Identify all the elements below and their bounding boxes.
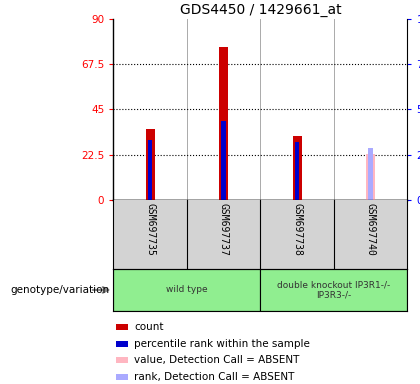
Text: GSM697738: GSM697738: [292, 203, 302, 256]
Text: GSM697737: GSM697737: [219, 203, 228, 256]
Text: wild type: wild type: [166, 285, 208, 295]
Text: count: count: [134, 322, 163, 332]
Bar: [146, 129, 155, 200]
Bar: [116, 324, 128, 330]
Bar: [219, 47, 228, 200]
Bar: [116, 374, 128, 380]
Bar: [116, 341, 128, 347]
Text: GSM697740: GSM697740: [366, 203, 375, 256]
Text: GSM697735: GSM697735: [145, 203, 155, 256]
Text: genotype/variation: genotype/variation: [10, 285, 109, 295]
Bar: [368, 147, 373, 200]
Bar: [366, 154, 375, 200]
Text: rank, Detection Call = ABSENT: rank, Detection Call = ABSENT: [134, 372, 294, 382]
Text: double knockout IP3R1-/-
IP3R3-/-: double knockout IP3R1-/- IP3R3-/-: [277, 280, 391, 300]
Text: value, Detection Call = ABSENT: value, Detection Call = ABSENT: [134, 355, 299, 365]
Bar: [221, 121, 226, 200]
Bar: [293, 136, 302, 200]
Bar: [148, 139, 152, 200]
Bar: [113, 269, 260, 311]
Text: percentile rank within the sample: percentile rank within the sample: [134, 339, 310, 349]
Bar: [260, 269, 407, 311]
Bar: [295, 142, 299, 200]
Title: GDS4450 / 1429661_at: GDS4450 / 1429661_at: [180, 3, 341, 17]
Bar: [116, 357, 128, 363]
